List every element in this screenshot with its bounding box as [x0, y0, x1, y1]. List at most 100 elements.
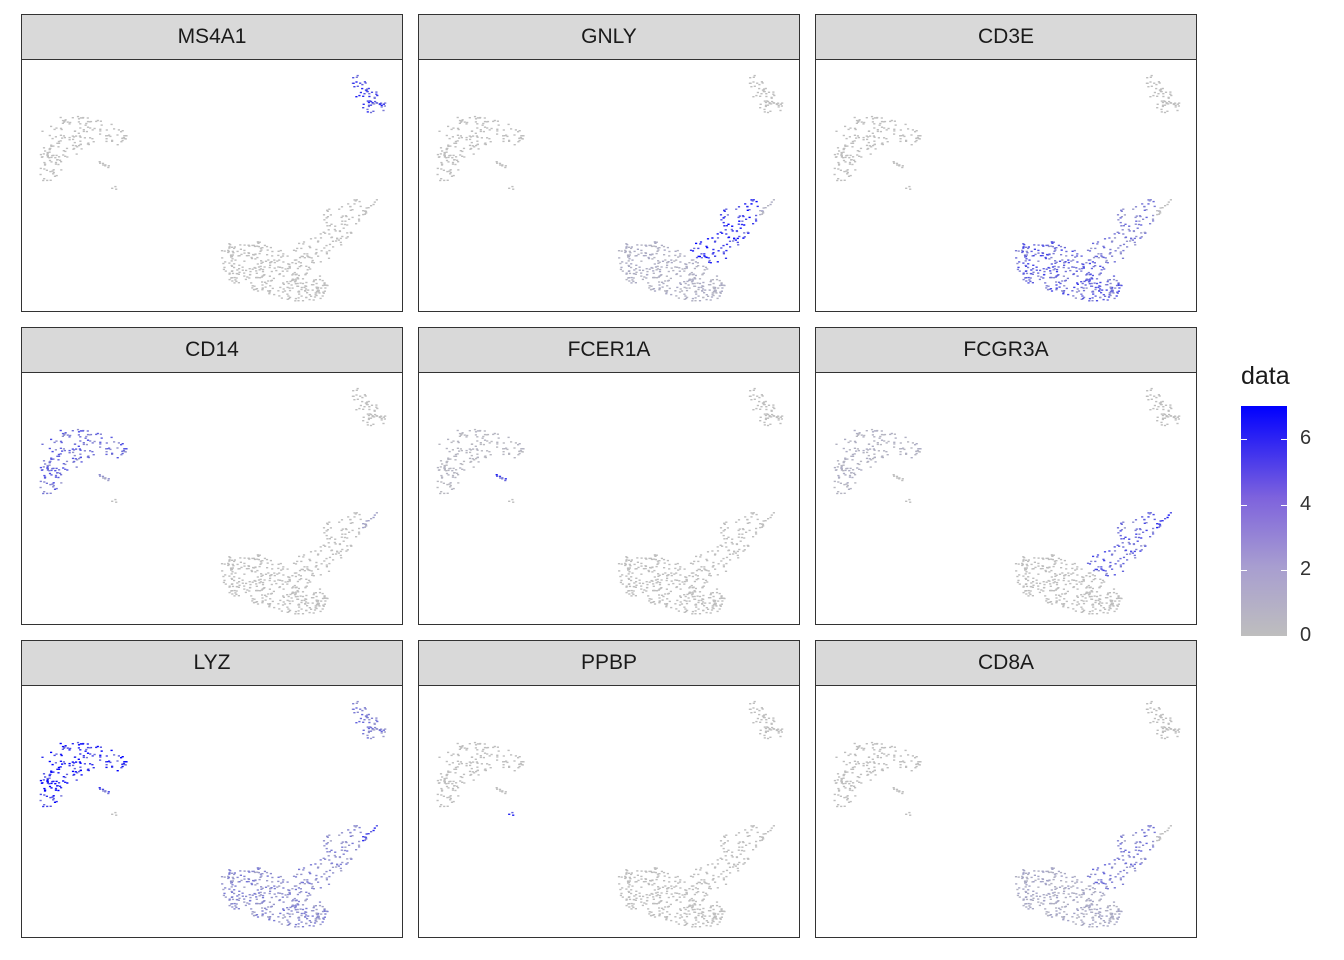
- cell-point: [1080, 281, 1083, 283]
- cell-point: [878, 437, 881, 439]
- cell-point: [662, 245, 666, 248]
- cell-point: [257, 555, 260, 557]
- cell-point: [256, 256, 259, 259]
- cell-point: [471, 458, 474, 460]
- cell-point: [89, 120, 93, 123]
- cell-point: [236, 876, 239, 879]
- cell-point: [1114, 287, 1117, 289]
- cell-point: [294, 613, 297, 615]
- cell-point: [336, 550, 339, 552]
- cell-point: [752, 409, 755, 411]
- cell-point: [259, 563, 262, 565]
- cell-point: [371, 728, 374, 731]
- cell-point: [56, 785, 59, 787]
- cell-point: [685, 610, 688, 613]
- cell-point: [110, 749, 113, 752]
- cell-point: [228, 556, 231, 558]
- cell-point: [345, 237, 348, 239]
- cell-point: [222, 268, 225, 271]
- cell-point: [1145, 209, 1148, 211]
- cell-point: [716, 550, 720, 552]
- cell-point: [269, 575, 272, 577]
- cell-point: [1047, 598, 1050, 600]
- cell-point: [261, 281, 264, 283]
- cell-point: [1152, 533, 1155, 535]
- cell-point: [781, 728, 784, 730]
- cell-point: [343, 536, 346, 539]
- cell-point: [271, 255, 274, 257]
- cell-point: [463, 121, 466, 123]
- cell-point: [1106, 597, 1109, 599]
- cell-point: [61, 119, 65, 122]
- cell-point: [640, 557, 643, 559]
- cell-point: [836, 460, 840, 462]
- cell-point: [234, 905, 237, 907]
- cell-point: [102, 477, 105, 479]
- cell-point: [873, 123, 876, 125]
- cell-point: [690, 584, 693, 587]
- cell-point: [1116, 292, 1119, 294]
- cell-point: [120, 767, 123, 769]
- cell-point: [1076, 596, 1079, 598]
- cell-point: [1071, 290, 1074, 292]
- cell-point: [452, 174, 455, 177]
- cell-point: [848, 449, 851, 451]
- cell-point: [113, 754, 116, 756]
- cell-point: [722, 221, 725, 224]
- cell-point: [473, 115, 477, 118]
- cell-point: [697, 560, 700, 563]
- cell-point: [640, 272, 643, 274]
- cell-point: [449, 486, 452, 488]
- cell-point: [871, 121, 874, 123]
- cell-point: [1152, 220, 1155, 222]
- cell-point: [679, 261, 682, 263]
- cell-point: [373, 827, 376, 829]
- cell-point: [52, 482, 55, 484]
- cell-point: [1054, 573, 1057, 575]
- cell-point: [694, 587, 697, 590]
- cell-point: [772, 512, 775, 514]
- cell-point: [1057, 579, 1060, 581]
- cell-point: [1050, 558, 1053, 560]
- cell-point: [1112, 278, 1116, 281]
- cell-point: [691, 613, 694, 615]
- cell-point: [300, 601, 303, 604]
- cell-point: [86, 430, 89, 432]
- cell-point: [318, 591, 322, 594]
- cell-point: [867, 141, 870, 144]
- cell-point: [248, 587, 252, 589]
- cell-point: [256, 589, 259, 592]
- cell-point: [260, 262, 263, 264]
- cell-point: [1074, 569, 1077, 571]
- cell-point: [666, 246, 669, 249]
- cell-point: [349, 231, 352, 234]
- cell-point: [1111, 604, 1114, 606]
- cell-point: [354, 200, 357, 202]
- cell-point: [1099, 272, 1102, 274]
- cell-point: [703, 568, 706, 570]
- cell-point: [439, 492, 442, 495]
- cell-point: [359, 395, 362, 397]
- cell-point: [483, 433, 487, 436]
- cell-point: [688, 600, 691, 602]
- cell-point: [465, 436, 468, 438]
- cell-point: [683, 568, 686, 570]
- cell-point: [273, 887, 276, 890]
- cell-point: [1092, 293, 1095, 295]
- cell-point: [1052, 241, 1055, 243]
- cell-point: [99, 443, 102, 445]
- cell-point: [309, 268, 312, 270]
- cell-point: [706, 246, 709, 249]
- cell-point: [1085, 587, 1088, 589]
- cell-point: [715, 278, 719, 281]
- cell-point: [1099, 609, 1102, 612]
- cell-point: [648, 581, 651, 583]
- cell-point: [625, 246, 628, 248]
- cell-point: [83, 763, 86, 765]
- cell-point: [294, 876, 298, 878]
- cell-point: [1030, 269, 1033, 271]
- cell-point: [498, 162, 502, 165]
- facet-plot-area: [21, 685, 403, 938]
- cell-point: [46, 156, 49, 158]
- cell-point: [521, 451, 524, 453]
